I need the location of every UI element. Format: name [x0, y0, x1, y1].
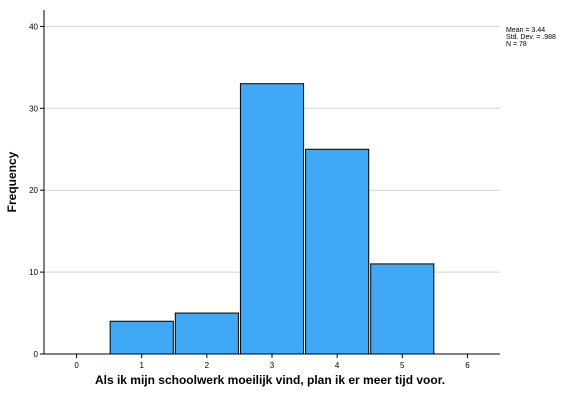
stat-line: N = 78 — [506, 41, 527, 48]
y-tick-label: 40 — [29, 22, 38, 31]
x-tick-label: 5 — [400, 361, 405, 370]
x-tick-label: 0 — [74, 361, 79, 370]
bars — [109, 83, 435, 355]
x-tick-label: 3 — [270, 361, 275, 370]
x-axis-ticks: 0 1 2 3 4 5 6 — [74, 354, 470, 370]
stat-line: Mean = 3.44 — [506, 27, 545, 34]
x-tick-label: 4 — [335, 361, 340, 370]
x-tick-label: 1 — [139, 361, 144, 370]
y-axis-ticks: 0 10 20 30 40 — [29, 22, 44, 359]
histogram-bar — [239, 83, 305, 355]
x-tick-label: 6 — [465, 361, 470, 370]
y-tick-label: 30 — [29, 104, 38, 113]
y-axis-title: Frequency — [5, 151, 19, 212]
y-tick-label: 0 — [34, 350, 39, 359]
histogram-bar — [370, 263, 435, 355]
histogram-bar — [109, 320, 174, 355]
histogram-bar — [174, 312, 239, 355]
x-axis-title: Als ik mijn schoolwerk moeilijk vind, pl… — [95, 373, 445, 387]
histogram-bar — [305, 148, 370, 355]
y-tick-label: 20 — [29, 186, 38, 195]
x-tick-label: 2 — [205, 361, 210, 370]
y-tick-label: 10 — [29, 268, 38, 277]
stat-line: Std. Dev. = .988 — [506, 34, 556, 41]
